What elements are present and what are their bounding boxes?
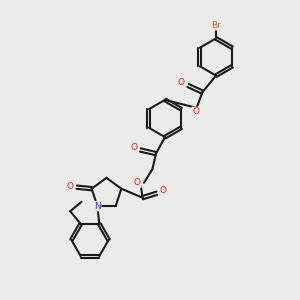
Text: O: O	[134, 178, 141, 187]
Text: Br: Br	[211, 21, 221, 30]
Text: O: O	[67, 182, 73, 191]
Text: O: O	[130, 143, 137, 152]
Text: O: O	[192, 107, 199, 116]
Text: O: O	[178, 78, 185, 87]
Text: N: N	[94, 202, 101, 211]
Text: O: O	[160, 186, 167, 195]
